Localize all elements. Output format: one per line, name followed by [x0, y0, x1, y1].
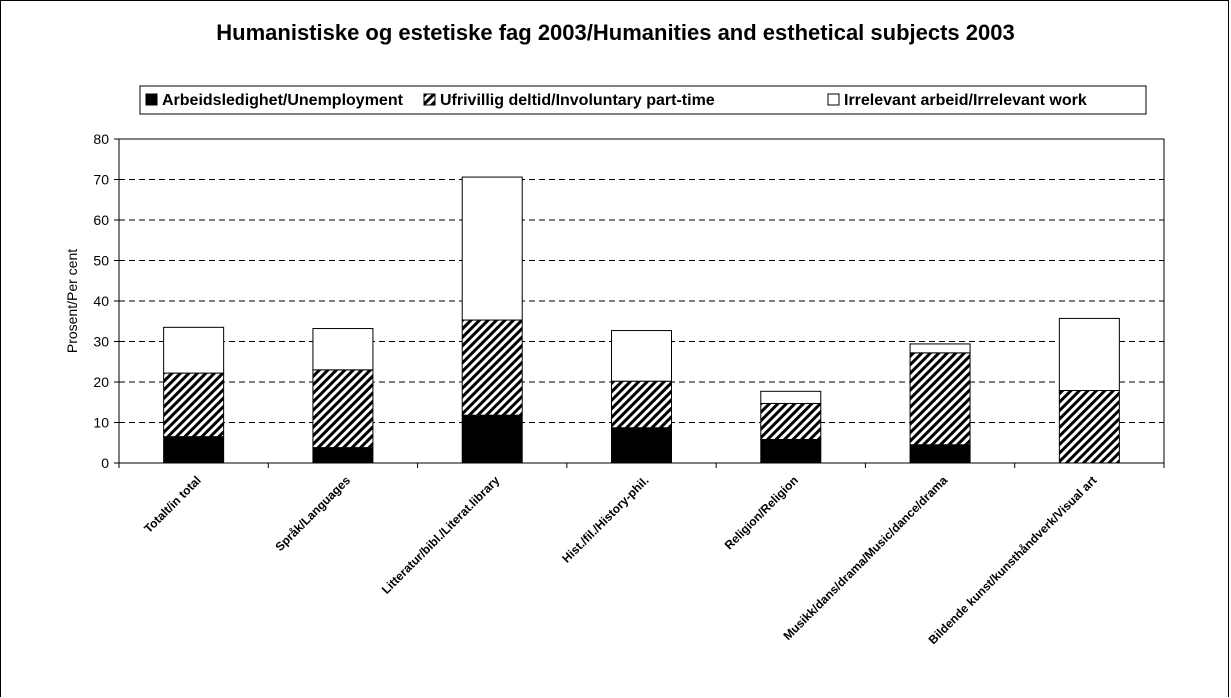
bar-segment: [909, 352, 971, 446]
bar-segment: [461, 319, 523, 416]
bar-segment: [611, 427, 672, 464]
y-axis-label: Prosent/Per cent: [64, 249, 80, 353]
x-category-label: Bildende kunst/kunsthåndverk/Visual art: [926, 473, 1100, 647]
bar-segment: [163, 436, 225, 464]
y-tick-label: 20: [93, 374, 109, 390]
bar-segment: [909, 444, 971, 464]
y-tick-label: 60: [93, 212, 109, 228]
chart-title: Humanistiske og estetiske fag 2003/Human…: [216, 20, 1015, 45]
bar-segment: [461, 176, 523, 321]
y-tick-label: 70: [93, 172, 109, 188]
bar-segment: [1058, 317, 1120, 392]
bar-segment: [163, 372, 225, 438]
bar-segment: [312, 369, 374, 449]
y-tick-label: 0: [101, 455, 109, 471]
bar-segment: [760, 402, 822, 441]
legend-box: [139, 85, 1147, 115]
x-category-label: Religion/Religion: [722, 473, 801, 552]
legend-label: Arbeidsledighet/Unemployment: [162, 92, 404, 109]
bar-segment: [611, 380, 672, 429]
bar-segment: [760, 390, 822, 404]
bar-segment: [312, 328, 374, 371]
bar-segment: [611, 330, 672, 382]
x-category-label: Litteratur/bibl./Literat.library: [379, 473, 503, 597]
legend-label: Ufrivillig deltid/Involuntary part-time: [440, 92, 715, 109]
bar-segment: [461, 414, 523, 464]
bar-segment: [909, 343, 971, 354]
bar-segment: [760, 439, 822, 464]
y-tick-label: 30: [93, 334, 109, 350]
bar-segment: [312, 447, 374, 464]
legend-swatch: [423, 93, 436, 106]
legend-swatch: [145, 93, 158, 106]
x-category-label: Totalt/in total: [141, 473, 204, 536]
legend-swatch: [827, 93, 840, 106]
x-category-label: Språk/Languages: [272, 473, 353, 554]
bar-segment: [163, 326, 225, 374]
y-tick-label: 80: [93, 131, 109, 147]
x-category-label: Musikk/dans/drama/Music/dance/drama: [780, 473, 950, 643]
x-category-label: Hist./fil./History-phil.: [559, 473, 651, 565]
legend-label: Irrelevant arbeid/Irrelevant work: [844, 92, 1087, 109]
y-tick-label: 40: [93, 293, 109, 309]
y-tick-label: 10: [93, 415, 109, 431]
legend: Arbeidsledighet/Unemployment Ufrivillig d…: [139, 85, 1147, 115]
plot-area: 0 10 20 30 40 50 60 70 80 Prosent/Per cent Totalt/…: [64, 131, 1165, 647]
bar-segment: [1058, 390, 1120, 464]
y-tick-label: 50: [93, 253, 109, 269]
